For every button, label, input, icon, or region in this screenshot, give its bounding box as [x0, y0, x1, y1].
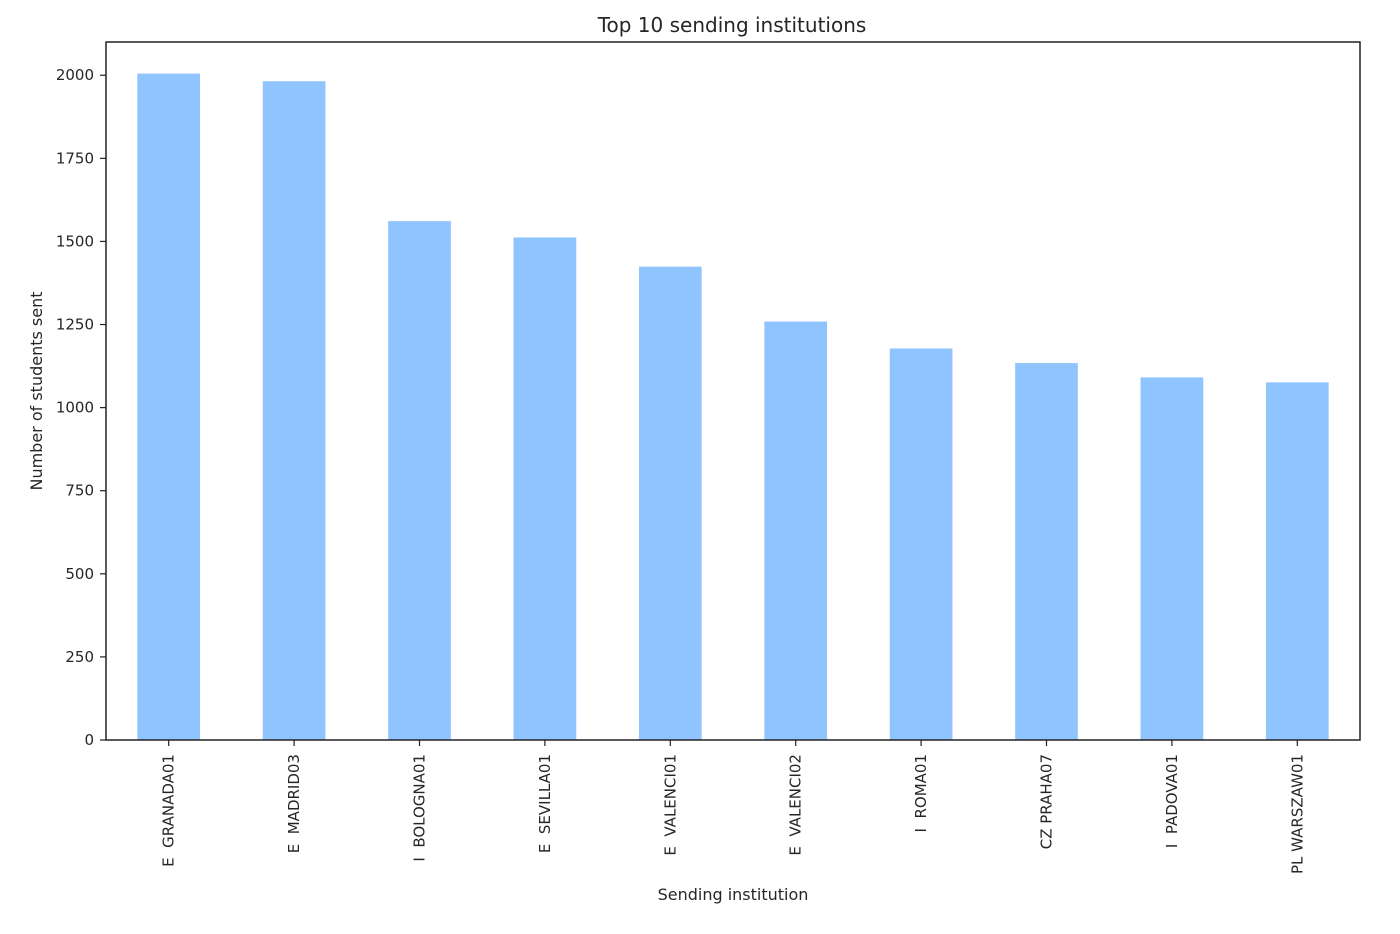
bar-3 [388, 221, 451, 741]
x-axis-label: Sending institution [658, 885, 809, 904]
bar-1 [137, 73, 201, 741]
y-tick-label: 750 [65, 482, 94, 500]
bar-4 [513, 237, 577, 740]
y-tick-label: 250 [65, 648, 94, 666]
y-tick-label: 2000 [56, 66, 94, 84]
bars-group [137, 73, 1329, 741]
x-tick-label: E GRANADA01 [160, 754, 178, 867]
x-tick-label: E SEVILLA01 [536, 754, 554, 853]
x-tick-label: CZ PRAHA07 [1038, 754, 1056, 849]
y-axis-label: Number of students sent [27, 291, 46, 490]
x-tick-label: I PADOVA01 [1163, 754, 1181, 848]
bar-8 [1015, 363, 1078, 740]
x-tick-label: I BOLOGNA01 [411, 754, 429, 862]
y-tick-label: 1500 [56, 232, 94, 250]
chart-title: Top 10 sending institutions [597, 13, 867, 37]
y-tick-label: 1000 [56, 399, 94, 417]
y-tick-label: 1250 [56, 316, 94, 334]
plot-area: 0 250 500 750 1000 1250 1500 1750 2000 E GRANADA… [56, 41, 1361, 874]
y-tick-label: 0 [84, 731, 94, 749]
x-tick-label: PL WARSZAW01 [1288, 754, 1306, 874]
x-tick-label: I ROMA01 [912, 754, 930, 832]
bar-5 [638, 266, 702, 740]
bar-10 [1265, 382, 1329, 740]
x-tick-label: E VALENCI01 [661, 754, 679, 856]
x-axis-ticks: E GRANADA01 E MADRID03 I BOLOGNA01 E SEVILL… [160, 740, 1306, 874]
bar-9 [1140, 377, 1204, 740]
bar-2 [262, 81, 326, 741]
bar-7 [889, 348, 953, 740]
bar-6 [764, 321, 828, 740]
plot-frame [105, 41, 1361, 741]
x-tick-label: E VALENCI02 [787, 754, 805, 856]
x-tick-label: E MADRID03 [285, 754, 303, 853]
y-tick-label: 500 [65, 565, 94, 583]
y-axis-ticks: 0 250 500 750 1000 1250 1500 1750 2000 [56, 66, 106, 749]
y-tick-label: 1750 [56, 149, 94, 167]
